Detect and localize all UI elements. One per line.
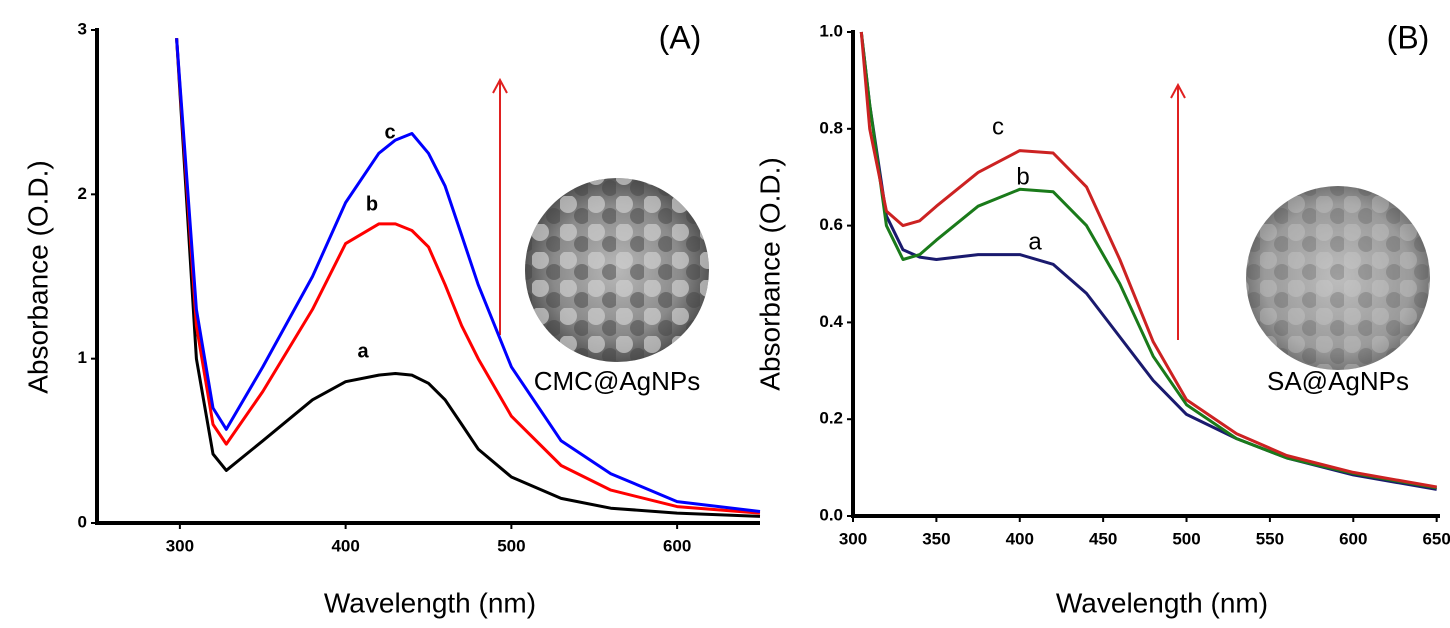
series-label: a [357, 340, 369, 362]
series-label: a [1028, 228, 1042, 255]
inset-a [525, 178, 709, 362]
series-label: b [366, 193, 378, 215]
arrow-b [1170, 82, 1186, 340]
y-tick-label: 0.0 [819, 505, 843, 524]
x-axis-title: Wavelength (nm) [1056, 587, 1268, 618]
line-series [175, 38, 761, 518]
x-axis-title: Wavelength (nm) [324, 587, 536, 618]
y-tick-label: 0.4 [819, 312, 843, 331]
x-tick-label: 600 [1339, 529, 1367, 548]
series-label: c [384, 121, 395, 143]
x-tick-label: 350 [922, 529, 950, 548]
y-tick-label: 0.6 [819, 215, 843, 234]
inset-b [1246, 186, 1430, 370]
line-series [175, 38, 761, 515]
arrow-a [492, 77, 508, 335]
line-series [859, 31, 1437, 489]
y-tick-label: 1.0 [819, 21, 843, 40]
x-tick-label: 300 [839, 529, 867, 548]
x-tick-label: 300 [166, 536, 194, 555]
x-tick-label: 400 [331, 536, 359, 555]
x-tick-label: 600 [663, 536, 691, 555]
inset-label: CMC@AgNPs [534, 366, 701, 396]
panel-label: (B) [1387, 19, 1430, 55]
x-tick-label: 650 [1422, 529, 1450, 548]
y-tick-label: 2 [78, 184, 87, 203]
line-series [859, 31, 1437, 490]
line-series [175, 38, 761, 513]
series-label: c [992, 113, 1004, 140]
y-axis-title: Absorbance (O.D.) [754, 157, 785, 390]
y-tick-label: 3 [78, 19, 87, 38]
x-tick-label: 500 [1172, 529, 1200, 548]
y-axis-title: Absorbance (O.D.) [22, 160, 53, 393]
y-tick-label: 1 [78, 348, 87, 367]
y-tick-label: 0.2 [819, 409, 843, 428]
x-tick-label: 500 [497, 536, 525, 555]
inset-label: SA@AgNPs [1267, 366, 1409, 396]
panel-label: (A) [659, 19, 702, 55]
x-tick-label: 550 [1256, 529, 1284, 548]
y-tick-label: 0 [78, 512, 87, 531]
y-tick-label: 0.8 [819, 118, 843, 137]
series-label: b [1016, 163, 1029, 190]
x-tick-label: 450 [1089, 529, 1117, 548]
x-tick-label: 400 [1006, 529, 1034, 548]
